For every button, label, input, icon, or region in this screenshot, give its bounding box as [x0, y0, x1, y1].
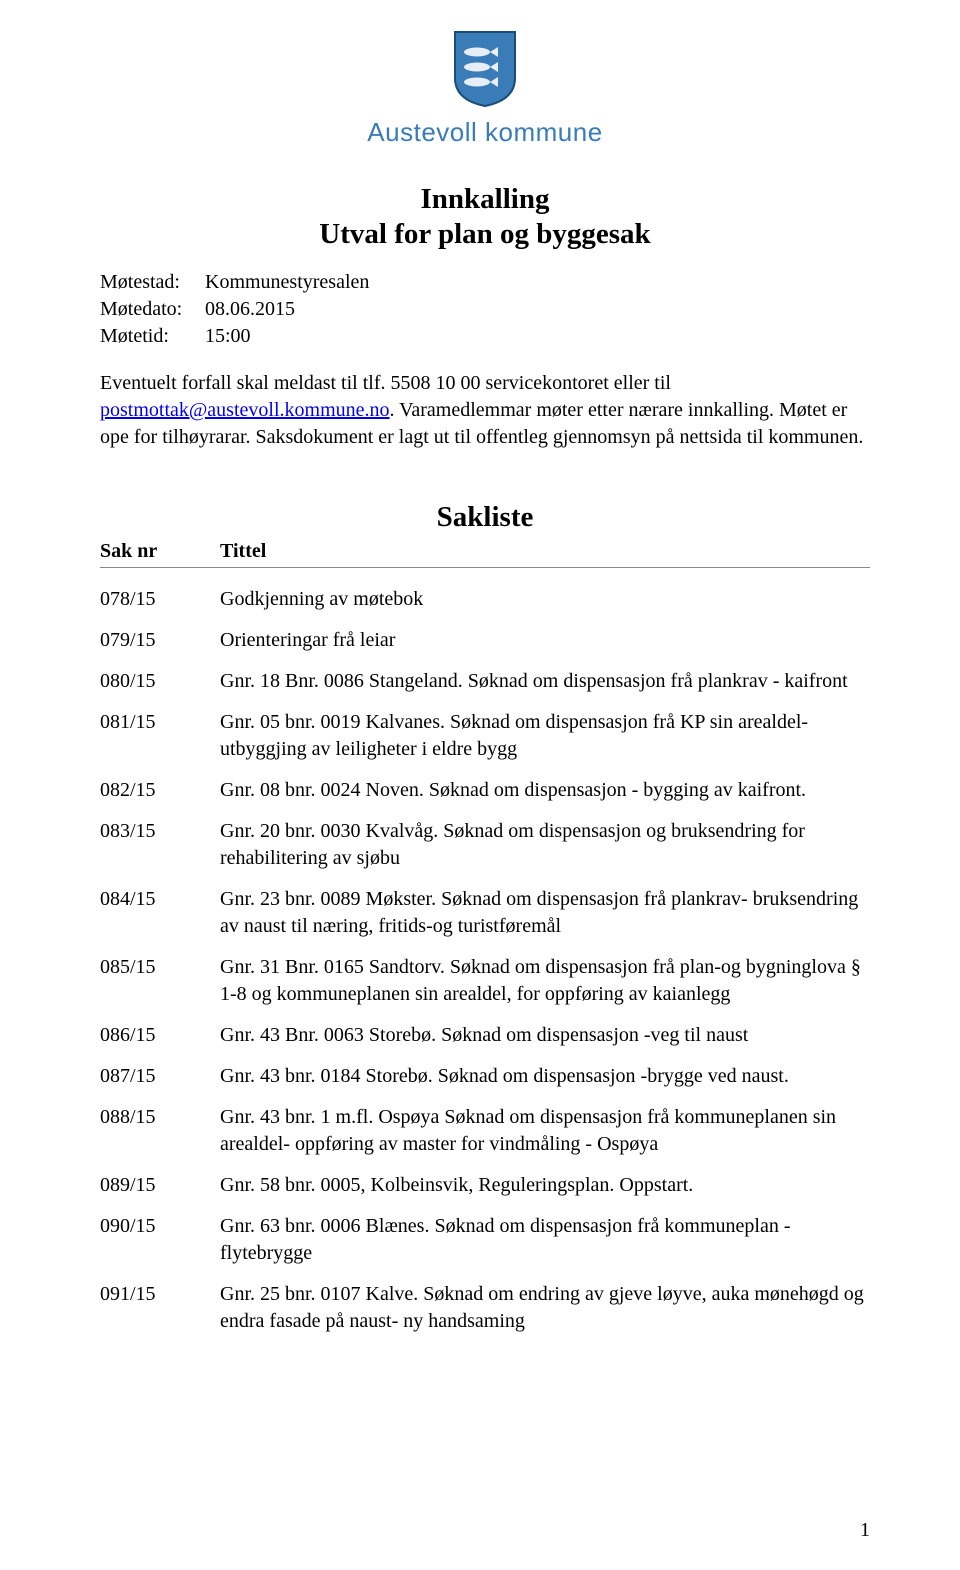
- sak-nr: 088/15: [100, 1104, 220, 1131]
- meta-label: Møtestad:: [100, 269, 205, 296]
- sak-row: 091/15Gnr. 25 bnr. 0107 Kalve. Søknad om…: [100, 1281, 870, 1335]
- sak-title: Gnr. 43 bnr. 0184 Storebø. Søknad om dis…: [220, 1063, 870, 1090]
- sak-nr: 086/15: [100, 1022, 220, 1049]
- sak-row: 083/15Gnr. 20 bnr. 0030 Kvalvåg. Søknad …: [100, 818, 870, 872]
- logo-block: Austevoll kommune: [100, 30, 870, 148]
- sak-nr: 082/15: [100, 777, 220, 804]
- org-name: Austevoll kommune: [100, 117, 870, 148]
- sak-nr: 080/15: [100, 668, 220, 695]
- sak-title: Gnr. 20 bnr. 0030 Kvalvåg. Søknad om dis…: [220, 818, 870, 872]
- meta-label: Møtetid:: [100, 323, 205, 350]
- sak-nr: 081/15: [100, 709, 220, 736]
- sak-nr: 089/15: [100, 1172, 220, 1199]
- page-number: 1: [860, 1519, 870, 1542]
- meta-value: 15:00: [205, 323, 251, 350]
- sak-title: Gnr. 43 bnr. 1 m.fl. Ospøya Søknad om di…: [220, 1104, 870, 1158]
- sak-title: Gnr. 25 bnr. 0107 Kalve. Søknad om endri…: [220, 1281, 870, 1335]
- body-text: Eventuelt forfall skal meldast til tlf. …: [100, 370, 870, 451]
- document-title-line1: Innkalling: [100, 183, 870, 216]
- sak-row: 081/15Gnr. 05 bnr. 0019 Kalvanes. Søknad…: [100, 709, 870, 763]
- sakliste-header-row: Sak nr Tittel: [100, 540, 870, 568]
- sak-title: Gnr. 63 bnr. 0006 Blænes. Søknad om disp…: [220, 1213, 870, 1267]
- sak-title: Gnr. 08 bnr. 0024 Noven. Søknad om dispe…: [220, 777, 870, 804]
- sak-title: Gnr. 43 Bnr. 0063 Storebø. Søknad om dis…: [220, 1022, 870, 1049]
- sak-row: 085/15Gnr. 31 Bnr. 0165 Sandtorv. Søknad…: [100, 954, 870, 1008]
- sak-row: 088/15Gnr. 43 bnr. 1 m.fl. Ospøya Søknad…: [100, 1104, 870, 1158]
- sak-row: 078/15Godkjenning av møtebok: [100, 586, 870, 613]
- sak-row: 080/15Gnr. 18 Bnr. 0086 Stangeland. Søkn…: [100, 668, 870, 695]
- sakliste-body: 078/15Godkjenning av møtebok079/15Orient…: [100, 586, 870, 1335]
- sak-row: 084/15Gnr. 23 bnr. 0089 Møkster. Søknad …: [100, 886, 870, 940]
- sak-nr: 083/15: [100, 818, 220, 845]
- meeting-meta: Møtestad: Kommunestyresalen Møtedato: 08…: [100, 269, 870, 350]
- sak-title: Gnr. 23 bnr. 0089 Møkster. Søknad om dis…: [220, 886, 870, 940]
- sak-nr: 085/15: [100, 954, 220, 981]
- meta-value: 08.06.2015: [205, 296, 295, 323]
- sak-nr: 078/15: [100, 586, 220, 613]
- sak-title: Gnr. 18 Bnr. 0086 Stangeland. Søknad om …: [220, 668, 870, 695]
- col-header-title: Tittel: [220, 540, 266, 563]
- sak-row: 082/15Gnr. 08 bnr. 0024 Noven. Søknad om…: [100, 777, 870, 804]
- meta-label: Møtedato:: [100, 296, 205, 323]
- document-title-line2: Utval for plan og byggesak: [100, 218, 870, 251]
- sak-row: 090/15Gnr. 63 bnr. 0006 Blænes. Søknad o…: [100, 1213, 870, 1267]
- meta-row-time: Møtetid: 15:00: [100, 323, 870, 350]
- meta-row-place: Møtestad: Kommunestyresalen: [100, 269, 870, 296]
- meta-value: Kommunestyresalen: [205, 269, 369, 296]
- sak-nr: 087/15: [100, 1063, 220, 1090]
- sak-row: 087/15Gnr. 43 bnr. 0184 Storebø. Søknad …: [100, 1063, 870, 1090]
- sak-nr: 084/15: [100, 886, 220, 913]
- sak-row: 089/15Gnr. 58 bnr. 0005, Kolbeinsvik, Re…: [100, 1172, 870, 1199]
- sak-row: 079/15Orienteringar frå leiar: [100, 627, 870, 654]
- sak-title: Gnr. 05 bnr. 0019 Kalvanes. Søknad om di…: [220, 709, 870, 763]
- sakliste-heading: Sakliste: [100, 501, 870, 534]
- sak-nr: 091/15: [100, 1281, 220, 1308]
- sak-title: Godkjenning av møtebok: [220, 586, 870, 613]
- meta-row-date: Møtedato: 08.06.2015: [100, 296, 870, 323]
- email-link[interactable]: postmottak@austevoll.kommune.no: [100, 399, 390, 421]
- sak-nr: 079/15: [100, 627, 220, 654]
- shield-icon: [450, 30, 520, 113]
- sak-nr: 090/15: [100, 1213, 220, 1240]
- sak-title: Gnr. 58 bnr. 0005, Kolbeinsvik, Reguleri…: [220, 1172, 870, 1199]
- body-pre-link: Eventuelt forfall skal meldast til tlf. …: [100, 372, 671, 394]
- sak-title: Gnr. 31 Bnr. 0165 Sandtorv. Søknad om di…: [220, 954, 870, 1008]
- sak-title: Orienteringar frå leiar: [220, 627, 870, 654]
- col-header-nr: Sak nr: [100, 540, 220, 563]
- sak-row: 086/15Gnr. 43 Bnr. 0063 Storebø. Søknad …: [100, 1022, 870, 1049]
